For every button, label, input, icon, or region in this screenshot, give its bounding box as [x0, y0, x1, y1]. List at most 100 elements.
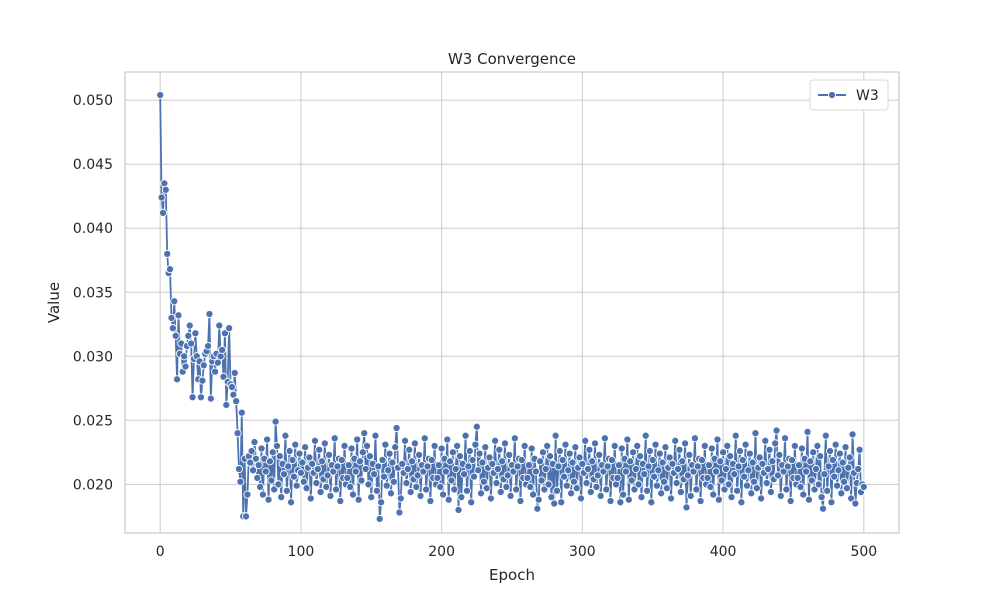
data-point — [614, 461, 624, 470]
data-point — [540, 485, 549, 494]
data-point — [275, 452, 284, 461]
data-point — [481, 443, 490, 452]
data-point — [422, 485, 431, 494]
data-point — [375, 514, 384, 523]
data-point — [396, 494, 405, 503]
data-point — [706, 482, 715, 491]
data-point — [361, 464, 370, 474]
data-point — [793, 473, 802, 482]
y-tick-label: 0.020 — [73, 477, 113, 493]
data-point — [631, 464, 640, 474]
data-point — [628, 448, 638, 457]
data-point — [643, 486, 652, 495]
data-point — [517, 455, 526, 465]
data-point — [185, 321, 194, 330]
data-point — [730, 470, 739, 479]
data-point — [423, 462, 432, 471]
data-point — [336, 496, 345, 506]
data-point — [234, 464, 244, 474]
data-point — [807, 476, 816, 485]
data-point — [406, 487, 415, 497]
data-point — [495, 445, 504, 454]
data-point — [640, 470, 649, 479]
data-point — [593, 471, 602, 480]
data-point — [600, 434, 609, 443]
y-tick-label: 0.030 — [73, 349, 113, 365]
data-point — [232, 397, 241, 406]
data-point — [324, 450, 334, 459]
data-point — [451, 464, 460, 474]
data-point — [279, 470, 289, 479]
data-point — [551, 431, 560, 440]
data-point — [633, 441, 642, 450]
data-point — [427, 455, 436, 465]
data-point — [351, 467, 360, 476]
data-point — [586, 487, 595, 497]
grid-lines — [125, 72, 899, 533]
data-point — [382, 481, 391, 490]
data-point — [782, 485, 791, 494]
data-point — [516, 496, 525, 506]
data-point — [768, 457, 777, 466]
data-point — [644, 462, 653, 471]
data-point — [312, 479, 321, 488]
data-point — [400, 436, 410, 445]
data-point — [809, 448, 818, 457]
data-point — [534, 495, 543, 504]
data-point — [854, 464, 863, 474]
data-point — [723, 441, 732, 450]
data-point — [205, 309, 214, 319]
data-point — [545, 452, 555, 461]
data-point — [419, 467, 428, 476]
legend-box — [809, 79, 889, 111]
data-point — [498, 457, 507, 466]
data-point — [241, 512, 251, 521]
data-point — [583, 464, 593, 474]
data-point — [748, 458, 757, 467]
legend-marker-swatch — [827, 90, 837, 100]
data-point — [603, 462, 612, 471]
data-point — [803, 427, 812, 436]
data-point — [450, 485, 459, 494]
data-point — [696, 496, 705, 506]
data-point — [170, 297, 179, 306]
data-point — [388, 458, 397, 467]
data-point — [289, 472, 298, 481]
data-point — [842, 484, 851, 493]
data-point — [161, 185, 170, 194]
y-tick-label: 0.040 — [73, 221, 113, 237]
data-point — [571, 443, 580, 452]
data-point — [582, 479, 591, 488]
data-point — [655, 449, 664, 458]
data-point — [607, 455, 616, 465]
data-point — [374, 462, 383, 471]
data-point — [502, 482, 511, 491]
data-point — [592, 482, 601, 491]
data-point — [816, 452, 825, 461]
y-axis-title: Value — [45, 282, 63, 323]
data-point — [191, 329, 200, 338]
data-point — [713, 435, 722, 444]
data-point — [225, 324, 234, 333]
data-point — [806, 457, 815, 466]
data-point — [157, 193, 166, 202]
data-point — [253, 473, 262, 482]
data-point — [426, 496, 435, 506]
data-point — [795, 461, 804, 470]
data-point — [282, 486, 291, 495]
data-point — [395, 508, 404, 517]
data-point — [720, 485, 729, 494]
data-point — [610, 441, 619, 450]
chart-title: W3 Convergence — [448, 50, 576, 68]
data-point — [848, 430, 857, 439]
legend: W3 — [809, 79, 889, 111]
data-point — [347, 444, 356, 453]
data-point — [761, 436, 770, 445]
data-point — [287, 498, 296, 507]
data-point — [392, 423, 401, 433]
data-point — [685, 450, 694, 459]
data-point — [472, 422, 481, 431]
data-point — [277, 493, 286, 502]
data-point — [567, 489, 576, 498]
data-point — [526, 482, 535, 491]
